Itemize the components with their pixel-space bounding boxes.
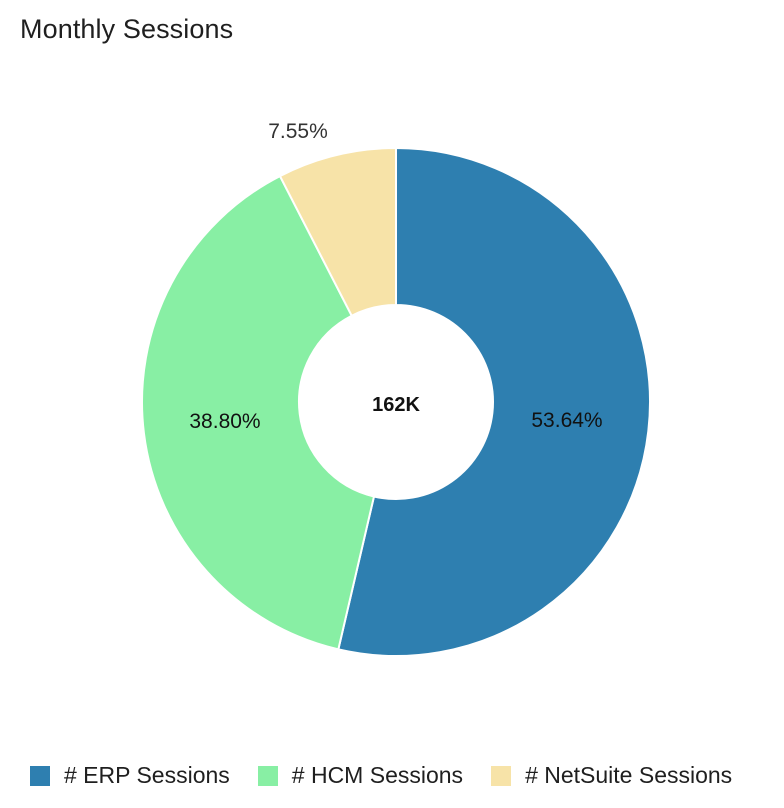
legend-swatch-erp: [30, 765, 50, 786]
legend-label-netsuite: # NetSuite Sessions: [525, 762, 733, 788]
legend-item-erp-sessions[interactable]: # ERP Sessions: [30, 762, 230, 789]
slice-label-hcm: 38.80%: [189, 410, 260, 433]
donut-slices: [141, 146, 651, 657]
legend-item-netsuite-sessions[interactable]: # NetSuite Sessions: [491, 762, 732, 789]
legend-item-hcm-sessions[interactable]: # HCM Sessions: [257, 762, 464, 789]
legend-swatch-hcm: [257, 765, 278, 786]
legend-label-hcm: # HCM Sessions: [291, 762, 464, 788]
donut-slice-netsuite[interactable]: [278, 146, 397, 318]
donut-center-total: 162K: [372, 394, 420, 416]
legend-swatch-netsuite: [491, 765, 512, 786]
donut-slice-labels: 53.64% 38.80% 7.55%: [189, 120, 602, 433]
chart-title: Monthly Sessions: [20, 14, 234, 44]
chart-legend: # ERP Sessions # HCM Sessions # NetSuite…: [30, 762, 732, 789]
slice-label-netsuite: 7.55%: [268, 120, 328, 143]
slice-label-erp: 53.64%: [531, 409, 602, 432]
donut-slice-hcm[interactable]: [141, 174, 376, 651]
legend-label-erp: # ERP Sessions: [64, 762, 230, 788]
donut-slice-erp[interactable]: [337, 146, 651, 657]
